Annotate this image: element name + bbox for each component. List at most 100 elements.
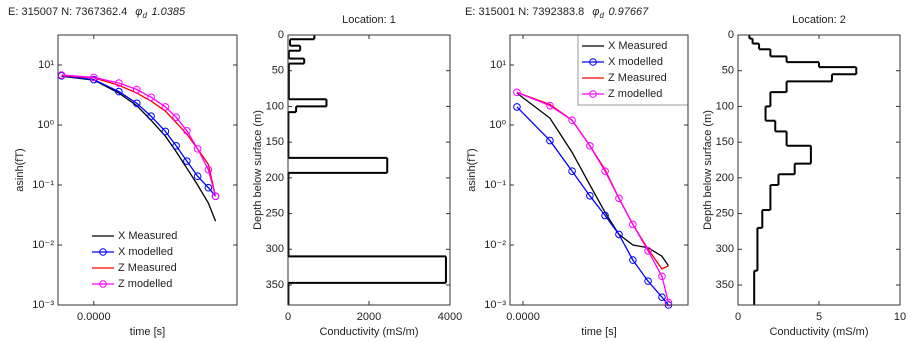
marker bbox=[513, 103, 521, 111]
x-axis-label: Conductivity (mS/m) bbox=[319, 326, 418, 338]
marker bbox=[161, 127, 170, 136]
chart-title: Location: 1 bbox=[342, 14, 396, 26]
marker bbox=[615, 230, 623, 239]
y-tick-label: 10⁻¹ bbox=[32, 179, 54, 191]
plot-frame bbox=[509, 34, 689, 306]
marker bbox=[629, 256, 637, 264]
legend-marker bbox=[589, 90, 597, 98]
series-line bbox=[61, 74, 217, 197]
phi-symbol: φ bbox=[592, 6, 599, 18]
y-tick-label: 50 bbox=[272, 65, 284, 77]
series-line bbox=[61, 75, 217, 222]
x-tick-label: 2000 bbox=[357, 311, 381, 323]
marker bbox=[568, 167, 576, 175]
marker bbox=[601, 167, 609, 175]
x-tick-label: 0.0000 bbox=[506, 311, 540, 323]
marker bbox=[658, 272, 666, 281]
y-tick-label: 10¹ bbox=[490, 59, 506, 71]
marker bbox=[586, 192, 594, 200]
x-tick-label: 5 bbox=[816, 311, 822, 323]
marker bbox=[644, 277, 652, 285]
y-tick-label: 350 bbox=[716, 279, 734, 291]
y-tick-label: 0 bbox=[278, 29, 284, 41]
marker bbox=[193, 145, 202, 153]
series-line bbox=[516, 92, 670, 267]
phi-symbol: φ bbox=[135, 6, 142, 18]
marker bbox=[644, 247, 652, 255]
y-tick-label: 150 bbox=[716, 136, 734, 148]
legend-marker bbox=[99, 248, 107, 256]
legend-label: X modelled bbox=[118, 246, 173, 258]
legend-label: Z modelled bbox=[608, 88, 662, 100]
legend-label: X modelled bbox=[608, 56, 663, 68]
y-axis-label: Depth below surface (m) bbox=[702, 110, 714, 230]
plot-frame bbox=[737, 34, 901, 306]
y-tick-label: 150 bbox=[266, 136, 284, 148]
marker bbox=[183, 157, 191, 165]
marker bbox=[147, 112, 155, 121]
plot-frame bbox=[57, 34, 238, 306]
x-axis-label: time [s] bbox=[581, 326, 616, 338]
legend-marker bbox=[99, 280, 107, 288]
y-tick-label: 10⁻³ bbox=[32, 299, 54, 311]
legend-label: Z Measured bbox=[118, 262, 177, 274]
marker bbox=[601, 211, 609, 220]
x-tick-label: 0.0000 bbox=[77, 311, 111, 323]
marker bbox=[161, 103, 170, 111]
series-line bbox=[61, 74, 217, 197]
marker bbox=[115, 87, 123, 96]
series-line bbox=[516, 106, 669, 306]
phi-value: 0.97667 bbox=[608, 6, 649, 18]
marker bbox=[172, 141, 180, 150]
marker bbox=[193, 172, 202, 181]
marker bbox=[568, 116, 576, 125]
legend: X Measured X modelled Z Measured Z modelled bbox=[577, 34, 689, 106]
y-tick-label: 10⁻² bbox=[484, 239, 506, 251]
marker bbox=[90, 75, 98, 84]
y-tick-label: 10⁰ bbox=[37, 119, 54, 131]
legend-marker bbox=[589, 58, 597, 66]
marker bbox=[211, 192, 220, 201]
y-tick-label: 100 bbox=[266, 100, 284, 112]
legend-label: Z Measured bbox=[608, 72, 667, 84]
phi-value: 1.0385 bbox=[151, 6, 186, 18]
chart-title: E: 315007 N: 7367362.4 bbox=[8, 6, 127, 18]
plot-area bbox=[288, 35, 450, 305]
y-tick-label: 10⁻² bbox=[32, 239, 54, 251]
y-tick-label: 250 bbox=[266, 207, 284, 219]
y-tick-label: 10⁻³ bbox=[484, 299, 506, 311]
legend: X Measured X modelled Z Measured Z modelled bbox=[88, 225, 198, 295]
marker bbox=[172, 113, 180, 121]
marker bbox=[513, 88, 521, 97]
x-tick-label: 0 bbox=[735, 311, 741, 323]
x-tick-label: 0 bbox=[285, 311, 291, 323]
marker bbox=[204, 183, 213, 192]
marker bbox=[546, 101, 554, 110]
legend-label: X Measured bbox=[608, 40, 667, 52]
y-tick-label: 300 bbox=[266, 243, 284, 255]
marker bbox=[204, 165, 213, 174]
y-tick-label: 50 bbox=[722, 65, 734, 77]
marker bbox=[147, 93, 155, 102]
chart-title: E: 315001 N: 7392383.8 bbox=[465, 6, 584, 18]
marker bbox=[586, 141, 594, 150]
y-tick-label: 350 bbox=[266, 279, 284, 291]
marker bbox=[615, 194, 623, 203]
y-tick-label: 250 bbox=[716, 207, 734, 219]
marker bbox=[90, 73, 98, 82]
y-tick-label: 10⁰ bbox=[489, 119, 506, 131]
marker bbox=[132, 99, 141, 108]
marker bbox=[664, 298, 673, 307]
y-tick-label: 0 bbox=[728, 29, 734, 41]
legend-label: X Measured bbox=[118, 230, 177, 242]
y-tick-label: 200 bbox=[266, 172, 284, 184]
y-tick-label: 300 bbox=[716, 243, 734, 255]
plot-frame bbox=[287, 34, 451, 306]
y-axis-label: Depth below surface (m) bbox=[252, 110, 264, 230]
y-tick-label: 10¹ bbox=[38, 59, 54, 71]
y-tick-label: 10⁻¹ bbox=[484, 179, 506, 191]
y-axis-label: asinh(fT) bbox=[466, 148, 478, 191]
marker bbox=[629, 220, 637, 229]
marker bbox=[132, 85, 141, 94]
